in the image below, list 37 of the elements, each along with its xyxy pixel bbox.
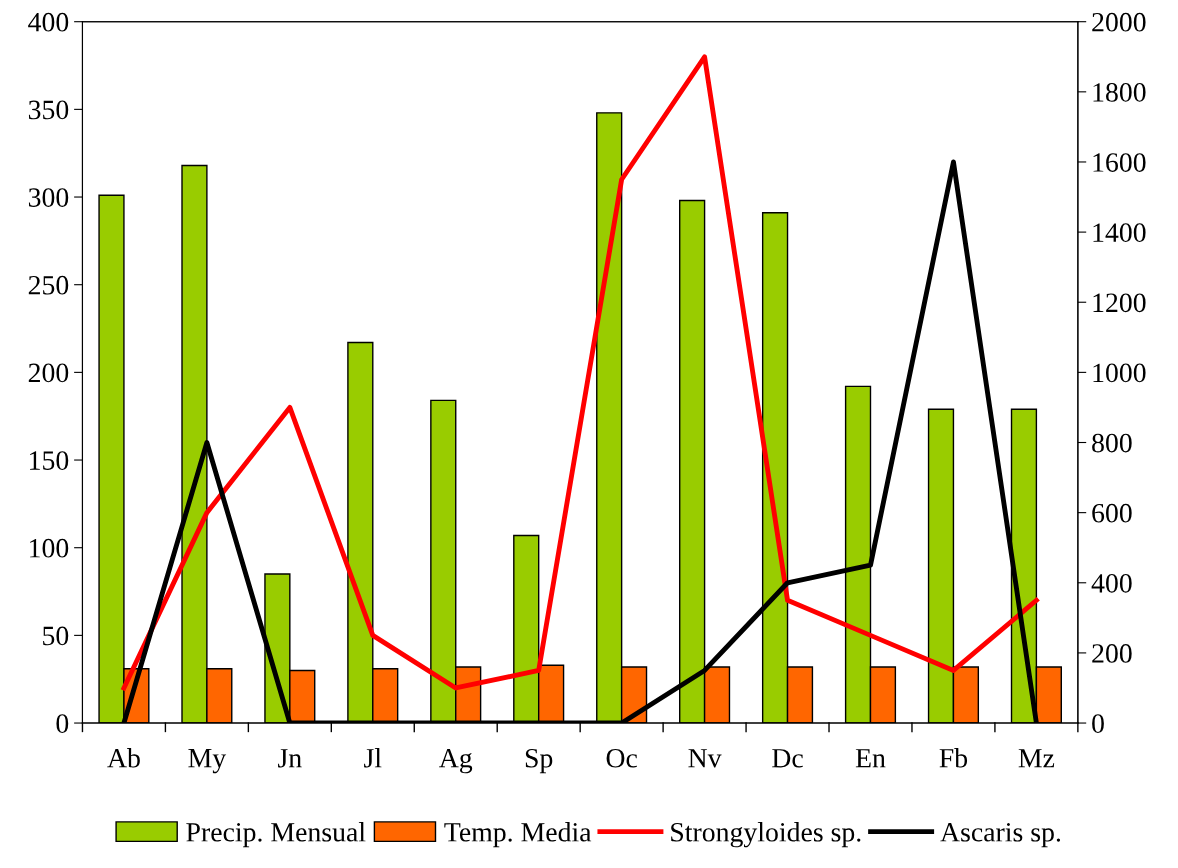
y2-tick-label: 800 bbox=[1092, 433, 1132, 453]
y2-tick-label: 2000 bbox=[1092, 12, 1146, 32]
y2-tick-label: 400 bbox=[1091, 573, 1132, 593]
y2-tick-label: 1800 bbox=[1093, 83, 1146, 102]
legend-label: Strongyloides sp. bbox=[671, 822, 861, 848]
legend-label: Ascaris sp. bbox=[940, 822, 1061, 848]
y2-tick-label: 0 bbox=[1092, 714, 1104, 733]
x-tick-label: Nv bbox=[688, 749, 722, 768]
x-tick-label: Mz bbox=[1018, 749, 1055, 768]
x-tick-label: En bbox=[855, 749, 886, 768]
legend-label: Temp. Media bbox=[444, 822, 592, 848]
x-tick-label: Sp bbox=[525, 748, 553, 774]
x-tick-label: Fb bbox=[939, 748, 968, 768]
y-tick-label: 50 bbox=[43, 626, 69, 646]
y2-tick-label: 1400 bbox=[1093, 223, 1146, 243]
y-tick-label: 0 bbox=[56, 714, 69, 733]
y-tick-label: 350 bbox=[28, 100, 69, 120]
x-tick-label: Jn bbox=[278, 749, 302, 768]
y2-tick-label: 600 bbox=[1092, 503, 1132, 523]
x-tick-label: Jl bbox=[364, 748, 382, 768]
x-tick-label: Oc bbox=[606, 748, 637, 768]
y2-tick-label: 1200 bbox=[1093, 293, 1146, 313]
x-tick-label: Dc bbox=[772, 749, 803, 768]
y-tick-label: 150 bbox=[30, 451, 69, 470]
legend-label: Precip. Mensual bbox=[186, 822, 366, 848]
y-tick-label: 250 bbox=[28, 275, 69, 295]
x-tick-label: My bbox=[188, 749, 227, 774]
y2-tick-label: 1600 bbox=[1093, 153, 1146, 172]
line-series bbox=[121, 54, 1039, 691]
y-tick-label: 200 bbox=[28, 363, 69, 383]
y-tick-label: 300 bbox=[28, 188, 69, 207]
y2-tick-label: 200 bbox=[1092, 644, 1132, 663]
x-tick-label: Ab bbox=[107, 748, 140, 768]
y-tick-label: 400 bbox=[28, 12, 69, 32]
x-tick-label: Ag bbox=[439, 748, 473, 774]
y2-tick-label: 1000 bbox=[1093, 363, 1146, 383]
y-tick-label: 100 bbox=[30, 538, 69, 558]
